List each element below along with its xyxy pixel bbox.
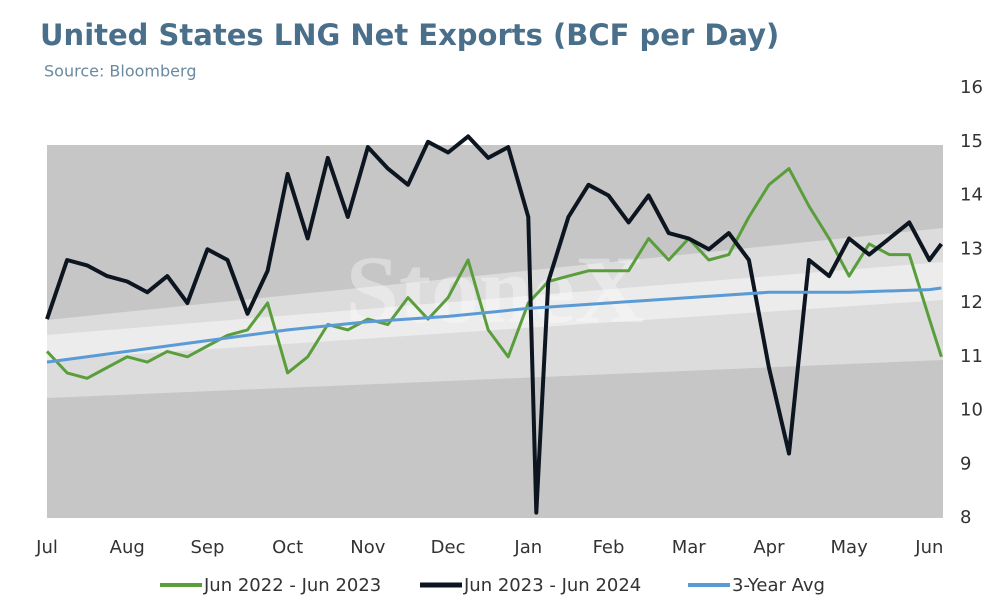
- series-line: [45, 167, 943, 380]
- y-tick-label: 16: [960, 77, 983, 98]
- x-tick-label: Sep: [190, 537, 224, 558]
- chart-title: United States LNG Net Exports (BCF per D…: [40, 18, 779, 52]
- legend-label: Jun 2023 - Jun 2024: [463, 575, 641, 596]
- y-tick-label: 14: [960, 185, 983, 206]
- x-tick-label: Jun: [914, 537, 943, 558]
- x-tick-label: Jan: [513, 537, 542, 558]
- y-tick-label: 8: [960, 507, 971, 528]
- x-tick-label: Nov: [350, 537, 385, 558]
- watermark: StoneX: [346, 236, 645, 343]
- x-tick-label: Apr: [753, 537, 785, 558]
- x-tick-label: Jul: [35, 537, 58, 558]
- y-tick-label: 10: [960, 400, 983, 421]
- chart-subtitle: Source: Bloomberg: [44, 62, 196, 81]
- x-tick-label: Oct: [272, 537, 303, 558]
- x-tick-label: Mar: [672, 537, 707, 558]
- y-tick-label: 12: [960, 292, 983, 313]
- series-line: [46, 286, 942, 364]
- legend: Jun 2022 - Jun 2023 Jun 2023 - Jun 2024 3-…: [160, 575, 825, 596]
- legend-label: 3-Year Avg: [732, 575, 825, 596]
- x-tick-label: Aug: [110, 537, 145, 558]
- y-tick-label: 13: [960, 238, 983, 259]
- series-line: [45, 134, 944, 515]
- x-tick-label: Feb: [593, 537, 625, 558]
- y-tick-label: 11: [960, 346, 983, 367]
- x-tick-label: May: [831, 537, 869, 558]
- y-tick-label: 15: [960, 131, 983, 152]
- x-tick-label: Dec: [431, 537, 466, 558]
- y-tick-label: 9: [960, 453, 971, 474]
- legend-label: Jun 2022 - Jun 2023: [203, 575, 381, 596]
